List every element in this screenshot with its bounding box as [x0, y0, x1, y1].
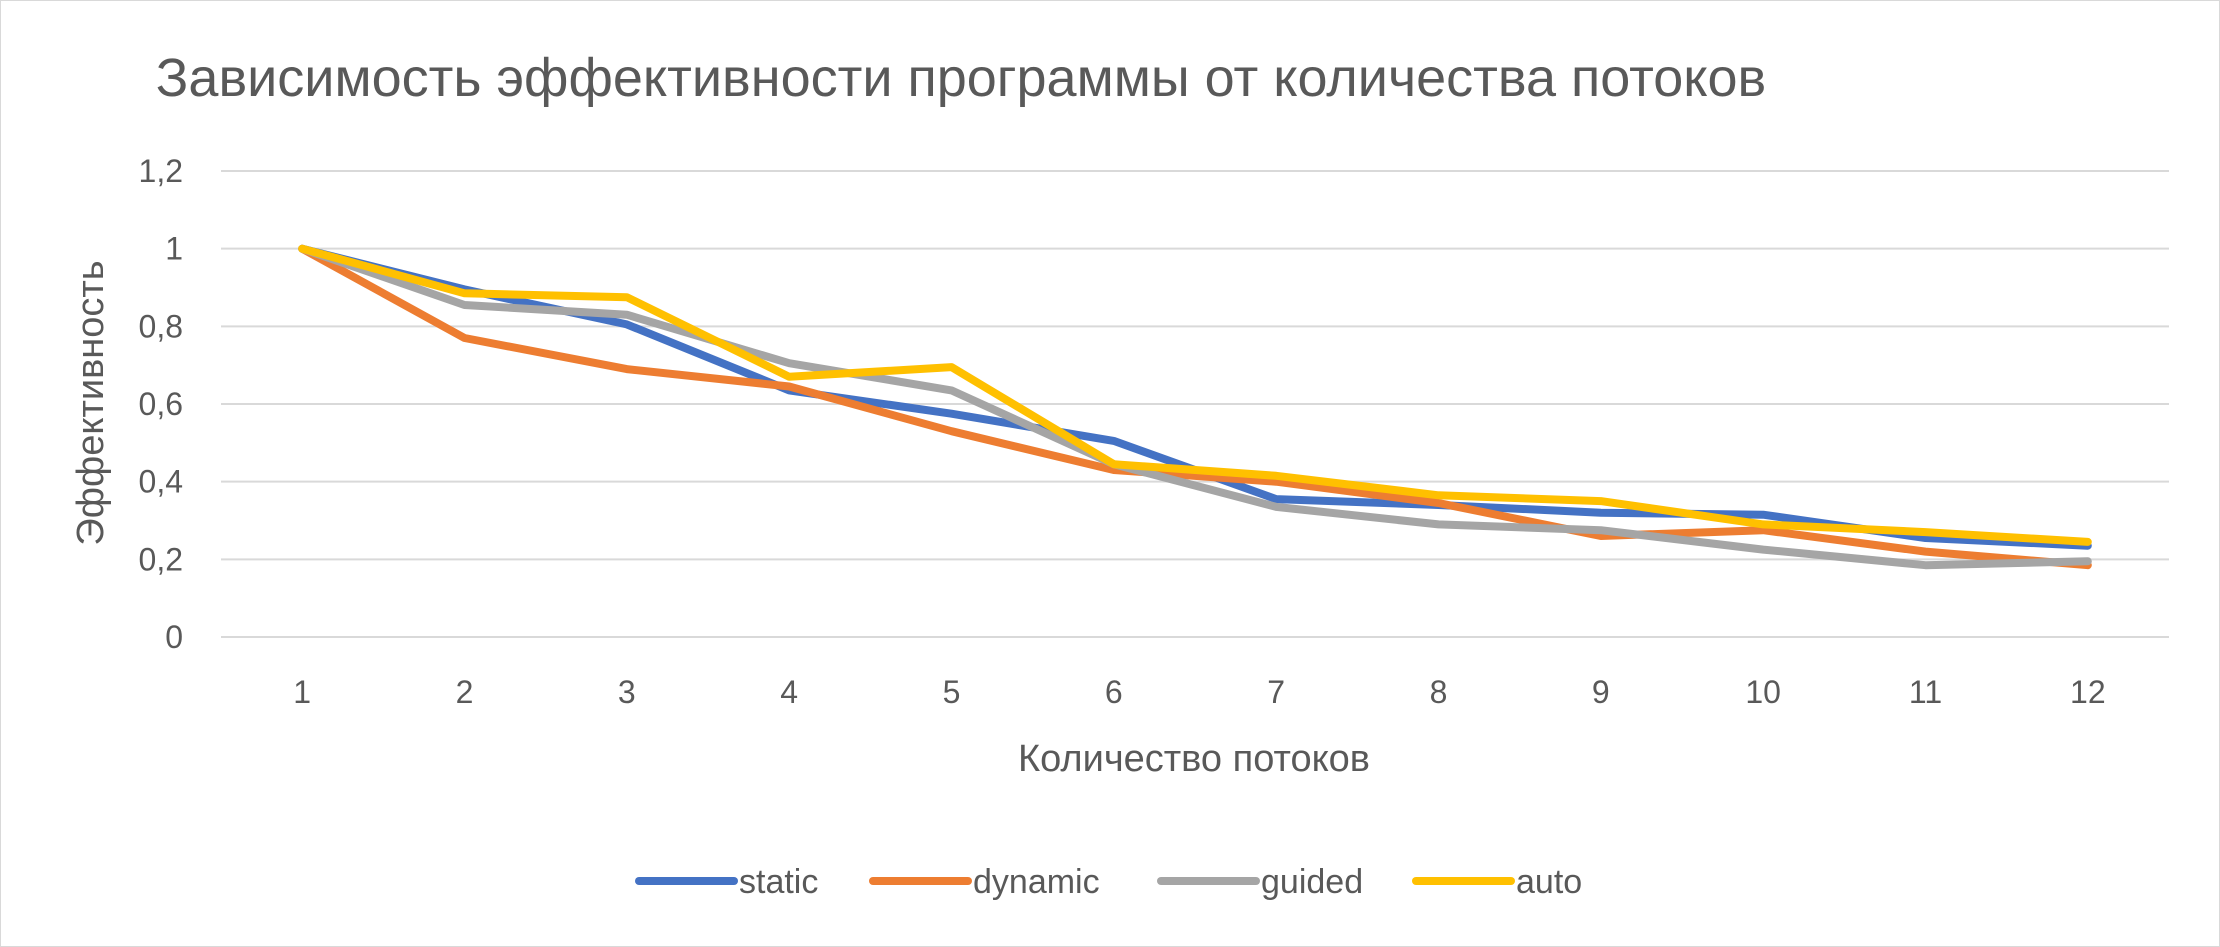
x-tick-label: 11: [1909, 674, 1942, 710]
x-axis-ticks: 1 2 3 4 5 6 7 8 9 10 11 12: [293, 674, 2105, 710]
x-tick-label: 6: [1105, 674, 1123, 710]
x-axis-title: Количество потоков: [1018, 738, 1370, 780]
legend-label-auto: auto: [1516, 863, 1582, 901]
legend-label-dynamic: dynamic: [973, 863, 1100, 901]
series-line-dynamic: [298, 244, 2092, 570]
legend-label-static: static: [739, 863, 818, 901]
y-tick-label: 1: [165, 231, 183, 267]
legend: static dynamic guided auto: [635, 863, 1582, 901]
series-lines: [298, 244, 2092, 570]
x-tick-label: 1: [293, 674, 311, 710]
x-tick-label: 5: [943, 674, 961, 710]
y-tick-label: 1,2: [139, 153, 183, 189]
y-axis-title: Эффективность: [70, 260, 112, 545]
series-line-auto: [298, 244, 2092, 546]
x-tick-label: 9: [1592, 674, 1610, 710]
x-tick-label: 10: [1745, 674, 1781, 710]
legend-label-guided: guided: [1261, 863, 1363, 901]
x-tick-label: 8: [1430, 674, 1448, 710]
x-tick-label: 2: [456, 674, 474, 710]
chart-title: Зависимость эффективности программы от к…: [156, 48, 1766, 108]
x-tick-label: 3: [618, 674, 636, 710]
y-tick-label: 0,8: [139, 308, 183, 344]
x-tick-label: 12: [2070, 674, 2106, 710]
y-tick-label: 0: [165, 619, 183, 655]
series-line-guided: [298, 244, 2092, 570]
y-tick-label: 0,6: [139, 386, 183, 422]
y-axis-ticks: 0 0,2 0,4 0,6 0,8 1 1,2: [139, 153, 183, 655]
y-tick-label: 0,2: [139, 541, 183, 577]
x-tick-label: 7: [1267, 674, 1285, 710]
gridlines: [221, 170, 2169, 638]
y-tick-label: 0,4: [139, 464, 183, 500]
x-tick-label: 4: [780, 674, 798, 710]
